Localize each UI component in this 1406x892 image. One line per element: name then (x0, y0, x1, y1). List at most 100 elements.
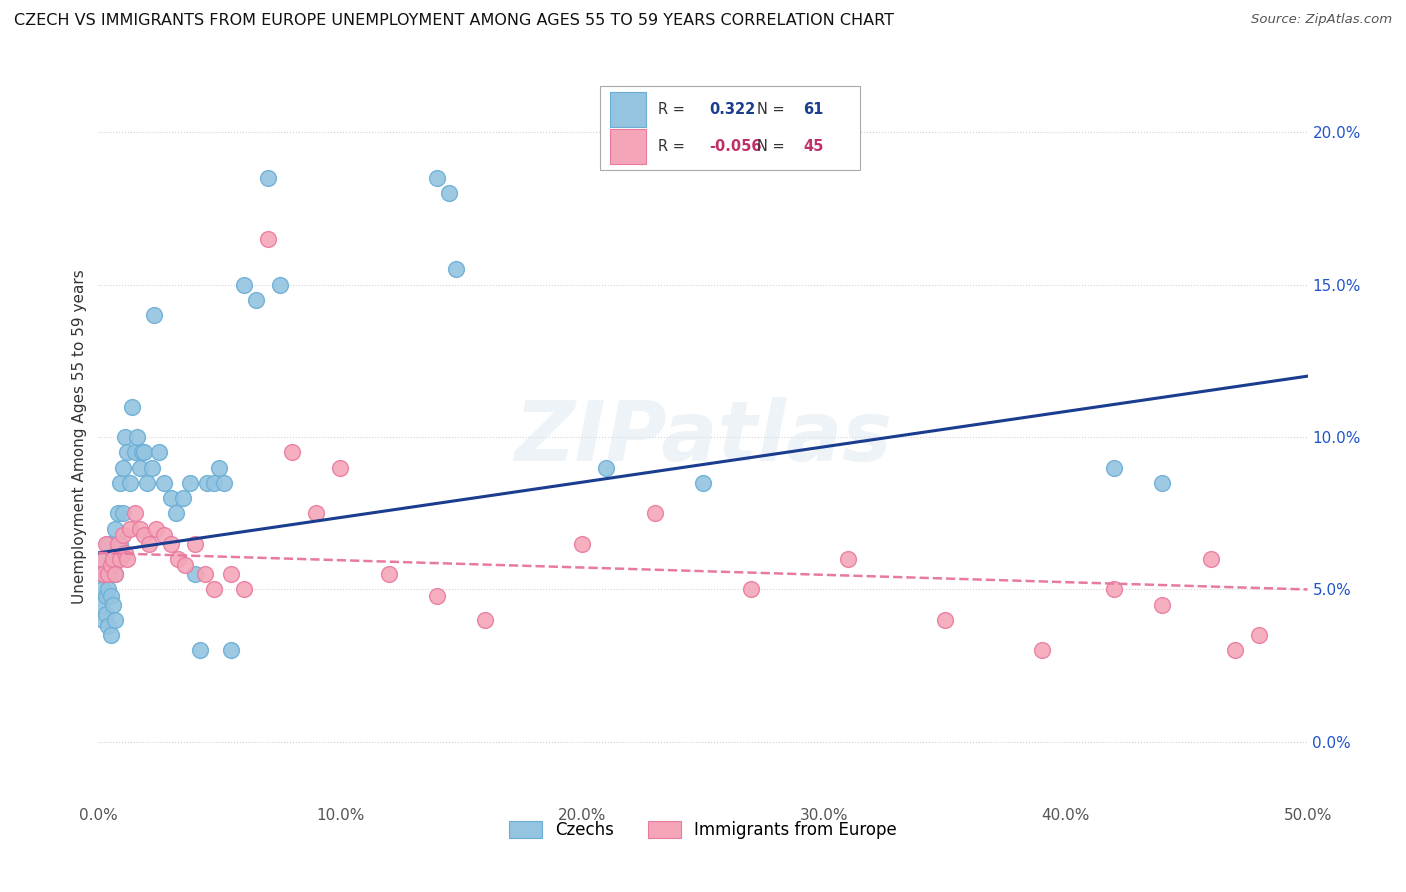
Point (118, 521, 141, 535)
Point (1031, 643, 1053, 657)
Point (91, 582, 114, 597)
Point (174, 558, 197, 573)
Text: N =: N = (758, 139, 785, 154)
Point (108, 537, 131, 551)
Point (143, 308, 166, 322)
Point (160, 491, 183, 505)
Text: Source: ZipAtlas.com: Source: ZipAtlas.com (1251, 13, 1392, 27)
Point (91, 567, 114, 582)
Point (97, 582, 120, 597)
Point (595, 460, 617, 475)
Point (117, 552, 139, 566)
Point (1249, 628, 1271, 642)
Point (152, 475, 174, 490)
Point (134, 527, 156, 541)
Point (117, 445, 139, 459)
Point (377, 567, 399, 582)
Point (184, 537, 207, 551)
Point (232, 582, 254, 597)
Point (474, 613, 496, 627)
Point (1223, 643, 1246, 657)
Point (124, 506, 146, 520)
Point (204, 475, 226, 490)
Point (1102, 582, 1125, 597)
Point (269, 277, 291, 292)
Point (107, 537, 129, 551)
Point (837, 552, 859, 566)
Point (256, 171, 278, 186)
Point (152, 527, 174, 541)
Point (104, 521, 127, 535)
Point (145, 521, 167, 535)
Point (148, 445, 170, 459)
Point (179, 475, 201, 490)
Point (111, 527, 134, 541)
Point (692, 475, 714, 490)
Point (94, 567, 117, 582)
Point (108, 475, 131, 490)
Point (124, 445, 146, 459)
Point (107, 552, 129, 566)
Text: 61: 61 (803, 102, 824, 117)
FancyBboxPatch shape (610, 92, 647, 127)
Point (141, 460, 163, 475)
Point (91, 552, 114, 566)
Point (221, 567, 243, 582)
Point (208, 460, 231, 475)
Point (426, 589, 449, 603)
Text: R =: R = (658, 139, 685, 154)
Point (111, 506, 134, 520)
Point (305, 506, 328, 520)
Point (100, 589, 122, 603)
Point (97, 619, 120, 633)
Point (128, 460, 150, 475)
Text: -0.056: -0.056 (709, 139, 762, 154)
Point (437, 186, 460, 201)
Point (118, 475, 141, 490)
Point (94, 537, 117, 551)
Point (131, 445, 153, 459)
Point (111, 460, 134, 475)
Point (194, 567, 217, 582)
Point (245, 293, 267, 307)
Text: 45: 45 (803, 139, 824, 154)
Point (184, 567, 207, 582)
Point (108, 552, 131, 566)
Text: CZECH VS IMMIGRANTS FROM EUROPE UNEMPLOYMENT AMONG AGES 55 TO 59 YEARS CORRELATI: CZECH VS IMMIGRANTS FROM EUROPE UNEMPLOY… (14, 13, 894, 29)
Point (135, 475, 157, 490)
Point (97, 537, 120, 551)
Point (329, 460, 352, 475)
Point (740, 582, 762, 597)
Point (644, 506, 666, 520)
Point (104, 567, 127, 582)
Point (1199, 552, 1222, 566)
Point (281, 445, 304, 459)
Point (121, 400, 143, 414)
Point (188, 643, 211, 657)
Point (104, 613, 127, 627)
Point (101, 598, 124, 612)
Point (426, 171, 449, 186)
Point (1102, 460, 1125, 475)
Point (101, 552, 124, 566)
Point (172, 491, 194, 505)
Point (934, 613, 956, 627)
Point (128, 521, 150, 535)
FancyBboxPatch shape (610, 129, 647, 164)
Point (195, 475, 218, 490)
Point (256, 232, 278, 246)
Point (101, 552, 124, 566)
Point (114, 430, 136, 444)
Point (204, 582, 226, 597)
Point (94, 589, 117, 603)
Point (107, 506, 129, 520)
Point (134, 445, 156, 459)
Point (90, 598, 112, 612)
FancyBboxPatch shape (600, 86, 860, 170)
Text: N =: N = (758, 102, 785, 117)
Point (571, 537, 593, 551)
Point (1152, 475, 1174, 490)
Point (165, 506, 187, 520)
Point (100, 558, 122, 573)
Point (446, 262, 468, 277)
